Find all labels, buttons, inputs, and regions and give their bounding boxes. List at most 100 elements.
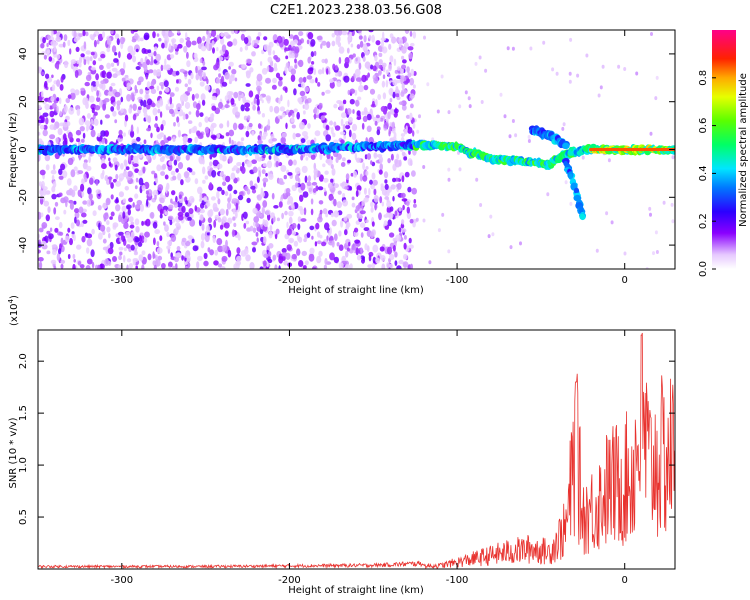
noise-cell (76, 138, 81, 143)
noise-cell (82, 200, 88, 205)
noise-cell (103, 98, 110, 103)
noise-cell (354, 89, 358, 96)
noise-cell (219, 224, 224, 230)
noise-cell (234, 210, 238, 219)
noise-cell (188, 168, 193, 173)
ridge-cell (568, 173, 573, 180)
noise-cell (201, 66, 207, 71)
noise-cell (240, 137, 245, 142)
noise-cell (382, 74, 386, 79)
noise-cell (149, 85, 155, 90)
noise-cell (122, 211, 126, 219)
noise-cell (331, 240, 335, 248)
noise-cell (82, 30, 86, 37)
noise-cell (96, 90, 99, 97)
noise-cell (38, 104, 42, 110)
noise-cell (407, 72, 412, 78)
noise-cell (166, 245, 171, 250)
noise-cell (410, 103, 414, 109)
y-tick-label: -20 (18, 189, 29, 205)
noise-cell (304, 103, 310, 110)
noise-cell (46, 230, 51, 235)
noise-cell (48, 56, 53, 62)
noise-cell (156, 33, 160, 37)
noise-cell (324, 170, 329, 175)
noise-cell (60, 264, 64, 269)
noise-cell (156, 241, 160, 247)
noise-cell (138, 177, 144, 186)
noise-cell (348, 30, 354, 33)
noise-cell (341, 112, 347, 119)
noise-cell (226, 120, 230, 128)
noise-cell (139, 235, 142, 243)
noise-cell (298, 121, 305, 130)
noise-cell (202, 60, 206, 66)
noise-cell (90, 119, 94, 124)
noise-cell (51, 102, 57, 109)
noise-cell (392, 91, 396, 99)
noise-cell (169, 219, 173, 226)
noise-cell (321, 91, 325, 96)
noise-cell (396, 66, 401, 71)
noise-cell (110, 211, 115, 217)
noise-cell (192, 101, 198, 109)
spectrogram-y-label: Frequency (Hz) (8, 112, 19, 188)
noise-cell (595, 248, 599, 253)
noise-cell (576, 73, 580, 78)
noise-cell (191, 40, 197, 46)
noise-cell (392, 79, 398, 86)
noise-cell (120, 96, 124, 103)
noise-cell (369, 179, 373, 185)
noise-cell (225, 208, 229, 216)
noise-cell (268, 243, 274, 249)
noise-cell (74, 89, 80, 96)
noise-cell (176, 116, 180, 123)
noise-cell (115, 204, 121, 212)
noise-cell (39, 261, 43, 269)
noise-cell (93, 86, 98, 92)
noise-cell (212, 159, 219, 167)
noise-cell (216, 190, 220, 199)
noise-cell (301, 250, 307, 257)
noise-cell (654, 230, 658, 235)
noise-cell (63, 196, 69, 203)
colorbar: 0.0 0.2 0.4 0.6 0.8 Normalized spectral ampl… (698, 30, 749, 277)
noise-cell (333, 256, 339, 264)
noise-cell (346, 247, 350, 252)
noise-cell (112, 222, 119, 228)
noise-cell (388, 232, 395, 238)
noise-cell (155, 178, 159, 184)
noise-cell (175, 51, 179, 55)
x-tick-label: -200 (278, 275, 301, 286)
noise-cell (262, 200, 268, 208)
noise-cell (180, 179, 184, 186)
noise-cell (239, 166, 243, 172)
noise-cell (268, 50, 272, 56)
noise-cell (118, 51, 121, 59)
noise-cell (168, 261, 173, 268)
noise-cell (141, 184, 146, 191)
noise-cell (130, 231, 135, 239)
noise-cell (165, 103, 169, 111)
noise-cell (225, 132, 230, 137)
noise-cell (298, 260, 304, 267)
noise-cell (207, 209, 213, 218)
noise-cell (218, 73, 222, 78)
noise-cell (179, 68, 186, 73)
noise-cell (402, 204, 405, 211)
noise-cell (234, 106, 238, 111)
noise-cell (190, 127, 197, 134)
noise-cell (219, 153, 224, 161)
noise-cell (356, 44, 361, 50)
noise-cell (126, 94, 132, 102)
noise-cell (101, 163, 107, 170)
noise-cell (39, 169, 46, 176)
noise-cell (297, 97, 303, 103)
noise-cell (370, 64, 374, 70)
noise-cell (156, 85, 160, 91)
x-tick-label: -300 (110, 575, 133, 586)
noise-cell (81, 235, 86, 243)
noise-cell (246, 160, 253, 168)
noise-cell (380, 37, 386, 42)
noise-cell (306, 75, 313, 80)
